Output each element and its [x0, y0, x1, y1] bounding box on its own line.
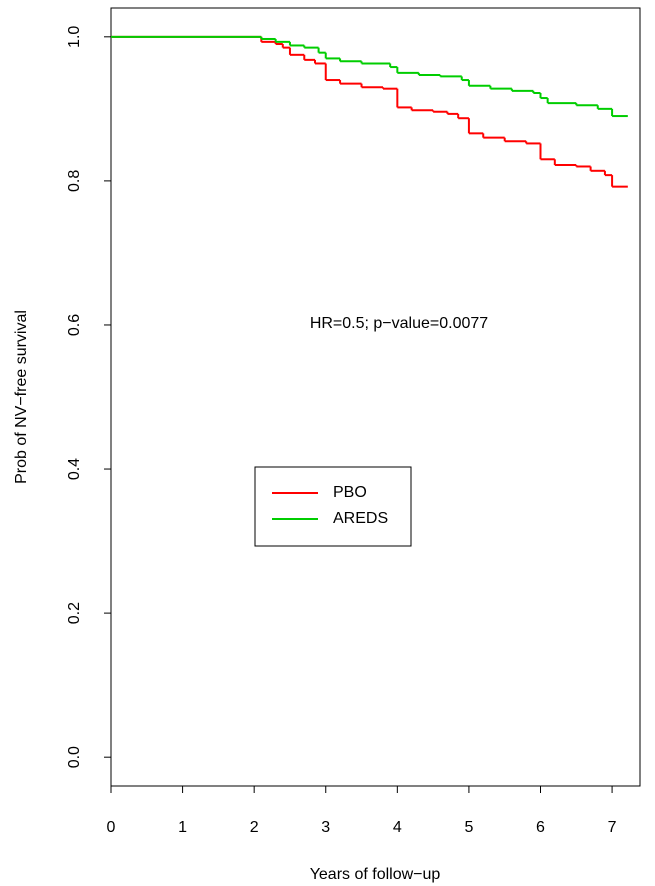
y-tick-label: 0.2	[66, 602, 83, 624]
annotation: HR=0.5; p−value=0.0077	[310, 315, 488, 332]
x-tick-label: 7	[608, 819, 617, 836]
x-axis-title: Years of follow−up	[310, 866, 441, 883]
legend-box	[254, 466, 412, 547]
y-tick-label: 0.6	[66, 314, 83, 336]
legend-label: PBO	[333, 484, 367, 501]
x-tick-label: 2	[250, 819, 259, 836]
x-tick-label: 4	[393, 819, 402, 836]
y-tick-label: 0.4	[66, 458, 83, 480]
x-tick-label: 1	[178, 819, 187, 836]
plot-box	[110, 7, 641, 787]
y-axis-title: Prob of NV−free survival	[13, 310, 30, 484]
y-tick-label: 0.8	[66, 170, 83, 192]
x-tick-label: 5	[464, 819, 473, 836]
y-tick-label: 1.0	[66, 26, 83, 48]
x-tick-label: 3	[321, 819, 330, 836]
x-tick-label: 6	[536, 819, 545, 836]
y-tick-label: 0.0	[66, 746, 83, 768]
legend-label: AREDS	[333, 510, 388, 527]
x-tick-label: 0	[107, 819, 116, 836]
